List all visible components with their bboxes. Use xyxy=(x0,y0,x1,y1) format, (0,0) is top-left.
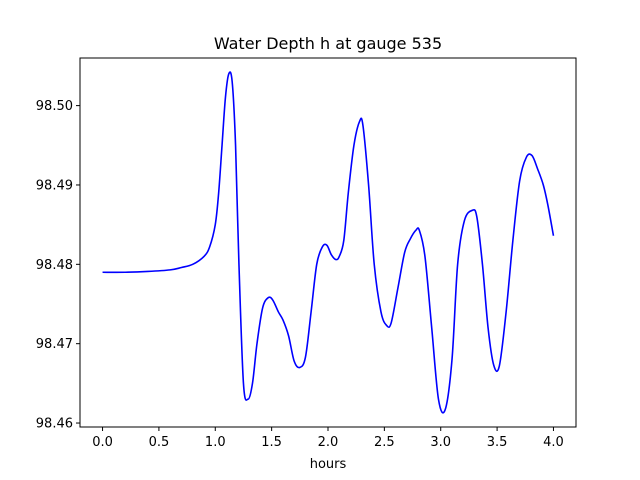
plot-background xyxy=(80,58,576,427)
y-tick-label: 98.49 xyxy=(36,178,73,193)
series-line-0 xyxy=(102,71,555,414)
y-tick-label: 98.50 xyxy=(36,99,73,114)
y-axis-ticks: 98.46 98.47 98.48 98.49 98.50 xyxy=(36,99,80,432)
x-tick-label: 3.0 xyxy=(430,435,451,450)
x-tick-label: 1.0 xyxy=(205,435,226,450)
y-tick-label: 98.47 xyxy=(36,337,73,352)
y-tick-label: 98.48 xyxy=(36,258,73,273)
x-tick-label: 4.0 xyxy=(543,435,564,450)
x-tick-label: 1.5 xyxy=(261,435,282,450)
x-axis-label: hours xyxy=(310,457,347,472)
x-tick-label: 0.5 xyxy=(149,435,170,450)
x-tick-label: 2.0 xyxy=(318,435,339,450)
series-layer xyxy=(102,71,555,414)
x-axis-ticks: 0.0 0.5 1.0 1.5 2.0 2.5 3.0 3.5 4.0 xyxy=(92,427,564,450)
x-tick-label: 0.0 xyxy=(92,435,113,450)
x-tick-label: 3.5 xyxy=(487,435,508,450)
chart-title: Water Depth h at gauge 535 xyxy=(214,34,442,53)
x-tick-label: 2.5 xyxy=(374,435,395,450)
y-tick-label: 98.46 xyxy=(36,417,73,432)
